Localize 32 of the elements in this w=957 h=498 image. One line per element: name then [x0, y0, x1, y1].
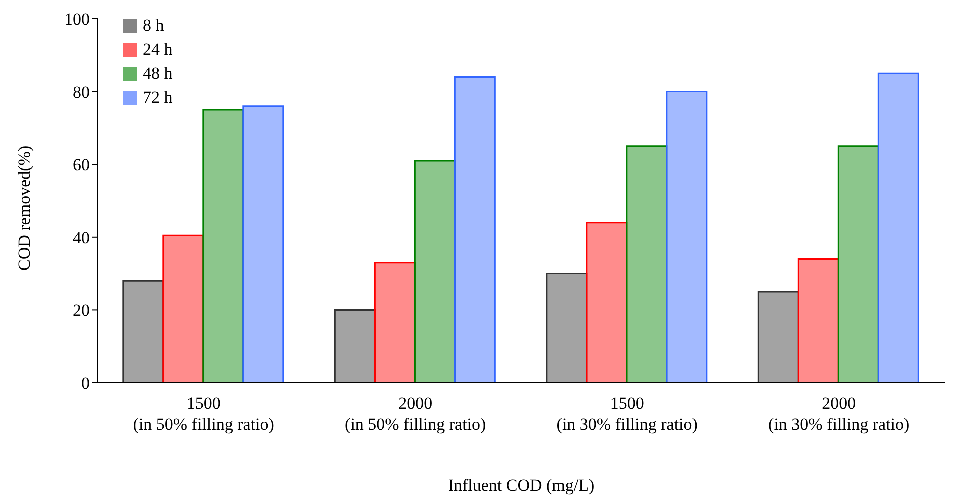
- bar: [414, 160, 456, 383]
- bar: [666, 91, 708, 383]
- bar: [758, 291, 800, 383]
- x-tick-label: 2000 (in 50% filling ratio): [345, 394, 486, 434]
- legend-label: 8 h: [143, 15, 164, 37]
- bar: [454, 76, 496, 383]
- legend-label: 48 h: [143, 63, 173, 85]
- y-tick-label: 0: [82, 374, 90, 394]
- bar: [626, 146, 668, 383]
- bar: [586, 222, 628, 383]
- x-tick-label: 1500 (in 50% filling ratio): [133, 394, 274, 434]
- bar: [202, 109, 244, 383]
- y-axis-title: COD removed(%): [15, 146, 34, 271]
- bar: [878, 72, 920, 383]
- bar: [838, 146, 880, 383]
- legend-label: 72 h: [143, 87, 173, 109]
- x-axis-title: Influent COD (mg/L): [448, 476, 595, 495]
- bar: [162, 234, 204, 383]
- y-tick-label: 20: [73, 301, 90, 320]
- bar: [122, 280, 164, 383]
- legend-label: 24 h: [143, 39, 173, 61]
- y-tick-label: 40: [73, 228, 90, 248]
- bar: [334, 309, 376, 383]
- bar: [546, 273, 588, 383]
- y-tick-label: 100: [64, 10, 90, 30]
- bar: [242, 106, 284, 383]
- y-tick-label: 60: [73, 156, 90, 175]
- x-tick-label: 1500 (in 30% filling ratio): [556, 394, 698, 434]
- x-tick-label: 2000 (in 30% filling ratio): [768, 394, 910, 434]
- bar: [374, 262, 416, 383]
- bar: [798, 258, 840, 383]
- y-tick-label: 80: [73, 82, 90, 102]
